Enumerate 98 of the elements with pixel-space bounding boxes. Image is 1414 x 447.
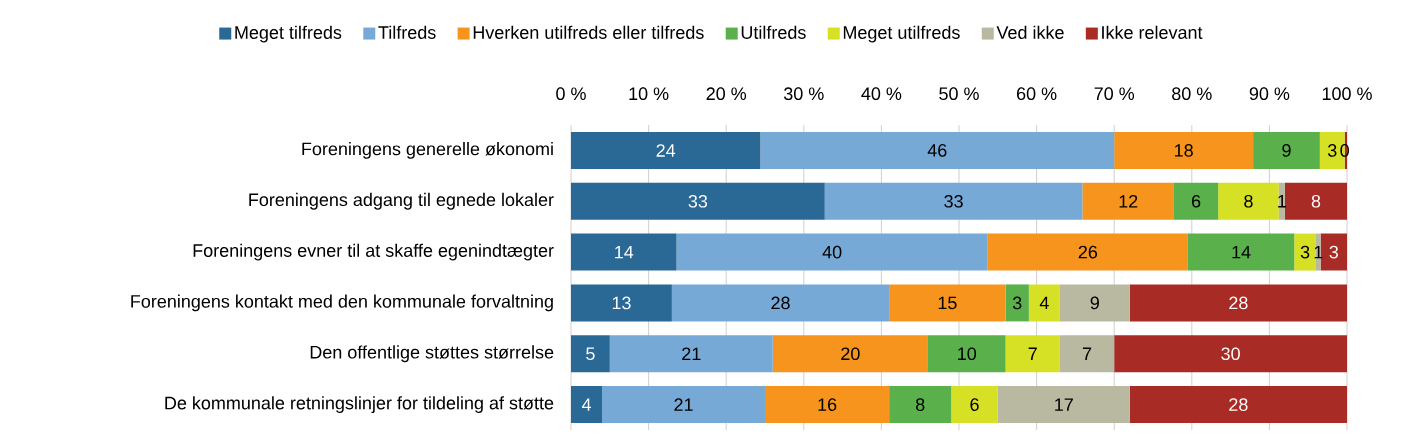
- bar: [1082, 182, 1174, 220]
- data-label: 9: [1090, 296, 1099, 310]
- bar: [1218, 182, 1279, 220]
- x-tick-label: 100 %: [1322, 87, 1372, 101]
- bar: [1114, 131, 1254, 169]
- bar: [824, 182, 1083, 220]
- bar: [571, 284, 672, 322]
- legend-label: Meget utilfreds: [843, 25, 960, 43]
- x-tick-label: 80 %: [1172, 87, 1212, 101]
- data-label: 17: [1055, 398, 1073, 411]
- data-label: 10: [958, 347, 977, 361]
- x-tick-label: 40 %: [861, 87, 902, 101]
- y-tick-label: De kommunale retningslinjer for tildeling af støtte: [165, 396, 554, 413]
- legend-label: Ved ikke: [996, 25, 1064, 39]
- legend-label: Ikke relevant: [1102, 25, 1203, 39]
- data-label: 7: [1082, 347, 1092, 360]
- bar: [676, 233, 988, 271]
- data-label: 4: [1039, 296, 1049, 310]
- bar: [1028, 284, 1060, 322]
- legend-label: Utilfreds: [741, 25, 806, 39]
- data-label: 21: [682, 347, 701, 361]
- bar: [1005, 284, 1029, 322]
- data-label: 24: [656, 144, 676, 157]
- data-label: 3: [1012, 296, 1022, 310]
- data-label: 15: [938, 296, 957, 310]
- bar: [609, 335, 773, 373]
- data-label: 30: [1221, 347, 1240, 361]
- data-label: 21: [674, 398, 693, 411]
- data-label: 40: [822, 245, 842, 259]
- y-tick-label: Den offentlige støttes størrelse: [310, 345, 554, 363]
- y-tick-label: Foreningens generelle økonomi: [302, 142, 553, 159]
- legend-label: Hverken utilfreds eller tilfreds: [473, 25, 704, 39]
- bar: [1187, 233, 1295, 271]
- bar: [889, 386, 952, 424]
- data-label: 8: [1311, 194, 1321, 208]
- bar: [1059, 335, 1115, 373]
- data-label: 13: [612, 296, 631, 310]
- legend-label: Meget tilfreds: [235, 25, 342, 43]
- x-tick-label: 30 %: [783, 87, 824, 101]
- bar: [760, 131, 1115, 169]
- x-tick-label: 60 %: [1017, 87, 1057, 101]
- bar: [772, 335, 928, 373]
- bar: [997, 386, 1130, 424]
- x-tick-label: 90 %: [1249, 87, 1290, 101]
- y-tick-label: Foreningens evner til at skaffe egenindtægter: [193, 243, 554, 261]
- data-label: 16: [818, 398, 837, 411]
- bar: [1294, 233, 1316, 271]
- data-label: 20: [841, 347, 860, 361]
- y-tick-label: Foreningens adgang til egnede lokaler: [249, 192, 554, 210]
- y-tick-label: Foreningens kontakt med den kommunale forvaltning: [131, 294, 553, 312]
- data-label: 3: [1300, 245, 1310, 259]
- x-tick-label: 20 %: [706, 87, 747, 101]
- data-label: 18: [1175, 144, 1193, 157]
- data-label: 4: [581, 398, 592, 411]
- bar: [765, 386, 890, 424]
- bar: [1173, 182, 1219, 220]
- data-label: 28: [1229, 296, 1248, 310]
- bar: [1005, 335, 1060, 373]
- data-label: 28: [1229, 398, 1248, 411]
- bar: [1129, 284, 1348, 322]
- legend-label: Tilfreds: [378, 25, 436, 39]
- bar: [571, 386, 603, 424]
- data-label: 8: [915, 398, 925, 411]
- bar: [951, 386, 998, 424]
- data-label: 14: [1232, 245, 1251, 259]
- x-tick-label: 10 %: [629, 87, 669, 101]
- bar: [602, 386, 765, 424]
- data-label: 5: [586, 347, 595, 361]
- x-tick-label: 70 %: [1094, 87, 1135, 101]
- bar: [1253, 131, 1320, 169]
- bar: [1284, 182, 1348, 220]
- data-label: 8: [1244, 194, 1253, 208]
- bar: [571, 233, 677, 271]
- bar: [571, 182, 825, 220]
- data-label: 12: [1119, 194, 1138, 208]
- data-label: 33: [688, 194, 708, 208]
- data-label: 26: [1078, 245, 1098, 259]
- bar: [1129, 386, 1348, 424]
- bar: [571, 335, 610, 373]
- data-label: 33: [944, 194, 963, 208]
- bar: [571, 131, 761, 169]
- bar: [671, 284, 890, 322]
- data-label: 7: [1028, 347, 1037, 360]
- data-label: 28: [771, 296, 790, 310]
- bar: [987, 233, 1188, 271]
- data-label: 3: [1329, 245, 1339, 259]
- bar: [1114, 335, 1348, 373]
- bar: [1059, 284, 1130, 322]
- x-tick-label: 0 %: [556, 87, 586, 101]
- x-tick-label: 50 %: [939, 87, 979, 101]
- data-label: 6: [970, 398, 979, 411]
- data-label: 14: [615, 245, 634, 259]
- bar: [889, 284, 1006, 322]
- data-label: 46: [927, 144, 947, 157]
- bar: [927, 335, 1006, 373]
- data-label: 3: [1327, 144, 1337, 157]
- data-label: 6: [1191, 194, 1201, 208]
- data-label: 9: [1282, 144, 1291, 157]
